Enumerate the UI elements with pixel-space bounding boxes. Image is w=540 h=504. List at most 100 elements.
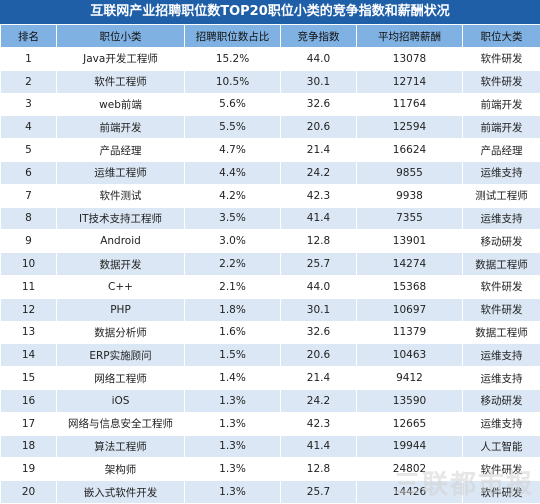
average-salary-cell: 9938	[357, 184, 463, 207]
rank-cell: 1	[1, 48, 57, 71]
job-subcategory-cell: Java开发工程师	[57, 48, 185, 71]
job-share-cell: 1.3%	[185, 412, 281, 435]
job-category-cell: 软件研发	[463, 481, 540, 504]
job-subcategory-cell: 算法工程师	[57, 435, 185, 458]
rank-cell: 18	[1, 435, 57, 458]
job-subcategory-cell: 数据分析师	[57, 321, 185, 344]
average-salary-cell: 12714	[357, 70, 463, 93]
job-category-cell: 软件研发	[463, 458, 540, 481]
job-share-cell: 3.5%	[185, 207, 281, 230]
job-subcategory-cell: 架构师	[57, 458, 185, 481]
table-header-row: 排名 职位小类 招聘职位数占比 竞争指数 平均招聘薪酬 职位大类	[1, 25, 540, 48]
competition-index-cell: 12.8	[281, 458, 357, 481]
rank-cell: 17	[1, 412, 57, 435]
job-category-cell: 数据工程师	[463, 321, 540, 344]
competition-index-cell: 30.1	[281, 70, 357, 93]
rank-cell: 2	[1, 70, 57, 93]
competition-index-cell: 21.4	[281, 367, 357, 390]
header-job-share: 招聘职位数占比	[185, 25, 281, 48]
competition-index-cell: 24.2	[281, 161, 357, 184]
competition-index-cell: 12.8	[281, 230, 357, 253]
average-salary-cell: 13901	[357, 230, 463, 253]
competition-index-cell: 41.4	[281, 435, 357, 458]
rank-cell: 9	[1, 230, 57, 253]
job-share-cell: 1.6%	[185, 321, 281, 344]
average-salary-cell: 10463	[357, 344, 463, 367]
average-salary-cell: 15368	[357, 275, 463, 298]
job-share-cell: 2.2%	[185, 253, 281, 276]
competition-index-cell: 25.7	[281, 481, 357, 504]
rank-cell: 3	[1, 93, 57, 116]
competition-index-cell: 20.6	[281, 116, 357, 139]
rank-cell: 10	[1, 253, 57, 276]
competition-index-cell: 21.4	[281, 139, 357, 162]
job-category-cell: 测试工程师	[463, 184, 540, 207]
job-category-cell: 前端开发	[463, 93, 540, 116]
rank-cell: 12	[1, 298, 57, 321]
job-share-cell: 4.7%	[185, 139, 281, 162]
header-rank: 排名	[1, 25, 57, 48]
job-subcategory-cell: 网络工程师	[57, 367, 185, 390]
rank-cell: 16	[1, 389, 57, 412]
rank-cell: 13	[1, 321, 57, 344]
job-share-cell: 1.8%	[185, 298, 281, 321]
job-subcategory-cell: 软件工程师	[57, 70, 185, 93]
job-category-cell: 人工智能	[463, 435, 540, 458]
job-share-cell: 1.5%	[185, 344, 281, 367]
header-average-salary: 平均招聘薪酬	[357, 25, 463, 48]
job-category-cell: 产品经理	[463, 139, 540, 162]
average-salary-cell: 11379	[357, 321, 463, 344]
job-category-cell: 软件研发	[463, 70, 540, 93]
job-share-cell: 1.3%	[185, 435, 281, 458]
rank-cell: 11	[1, 275, 57, 298]
rank-cell: 5	[1, 139, 57, 162]
average-salary-cell: 14426	[357, 481, 463, 504]
competition-index-cell: 42.3	[281, 184, 357, 207]
average-salary-cell: 10697	[357, 298, 463, 321]
average-salary-cell: 9855	[357, 161, 463, 184]
table-title: 互联网产业招聘职位数TOP20职位小类的竞争指数和薪酬状况	[0, 0, 540, 24]
job-share-cell: 4.2%	[185, 184, 281, 207]
average-salary-cell: 13590	[357, 389, 463, 412]
job-share-cell: 5.5%	[185, 116, 281, 139]
average-salary-cell: 11764	[357, 93, 463, 116]
job-category-cell: 数据工程师	[463, 253, 540, 276]
average-salary-cell: 24802	[357, 458, 463, 481]
competition-index-cell: 42.3	[281, 412, 357, 435]
job-subcategory-cell: C++	[57, 275, 185, 298]
average-salary-cell: 13078	[357, 48, 463, 71]
job-category-cell: 运维支持	[463, 344, 540, 367]
rank-cell: 7	[1, 184, 57, 207]
rank-cell: 6	[1, 161, 57, 184]
job-share-cell: 5.6%	[185, 93, 281, 116]
average-salary-cell: 19944	[357, 435, 463, 458]
competition-index-cell: 25.7	[281, 253, 357, 276]
competition-index-cell: 44.0	[281, 48, 357, 71]
competition-index-cell: 44.0	[281, 275, 357, 298]
competition-index-cell: 32.6	[281, 321, 357, 344]
average-salary-cell: 16624	[357, 139, 463, 162]
job-subcategory-cell: Android	[57, 230, 185, 253]
competition-index-cell: 24.2	[281, 389, 357, 412]
job-subcategory-cell: iOS	[57, 389, 185, 412]
job-share-cell: 1.3%	[185, 458, 281, 481]
job-share-cell: 10.5%	[185, 70, 281, 93]
job-category-cell: 运维支持	[463, 161, 540, 184]
header-job-category: 职位大类	[463, 25, 540, 48]
job-subcategory-cell: web前端	[57, 93, 185, 116]
average-salary-cell: 14274	[357, 253, 463, 276]
job-category-cell: 运维支持	[463, 412, 540, 435]
